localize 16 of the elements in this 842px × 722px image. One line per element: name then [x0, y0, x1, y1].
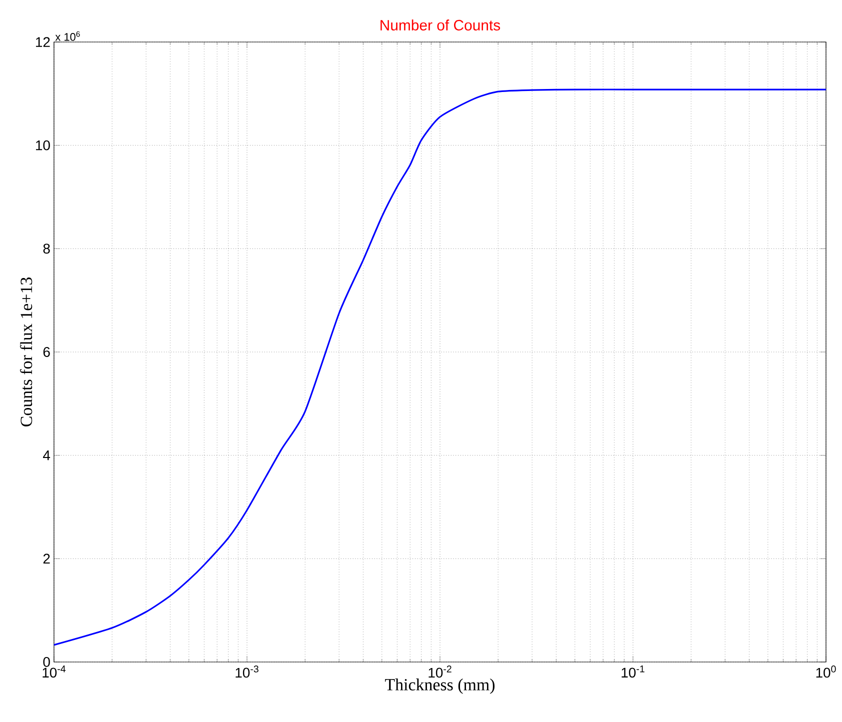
x-tick-label: 10$^{-2}$	[428, 666, 452, 678]
y-axis-title: Counts for flux 1e+13	[20, 278, 32, 426]
chart-title: Number of Counts	[380, 20, 500, 30]
x-tick-label: 10$^{-1}$	[622, 666, 644, 678]
y-tick-label: 10	[36, 140, 50, 150]
text: x 10$^{6}$	[55, 31, 80, 41]
y-tick-label: 0	[43, 657, 50, 667]
y-tick-label: 6	[43, 347, 50, 357]
x-tick-label: 10$^{-4}$	[42, 666, 66, 678]
y-tick-label: 4	[43, 450, 50, 460]
y-tick-label: 12	[36, 37, 50, 47]
y-tick-label: 2	[43, 554, 50, 564]
x-tick-label: 10$^{-3}$	[236, 666, 258, 678]
y-tick-label: 8	[43, 244, 50, 254]
x-axis-title: Thickness (mm)	[385, 678, 495, 694]
x-tick-label: 10$^{0}$	[816, 666, 836, 678]
